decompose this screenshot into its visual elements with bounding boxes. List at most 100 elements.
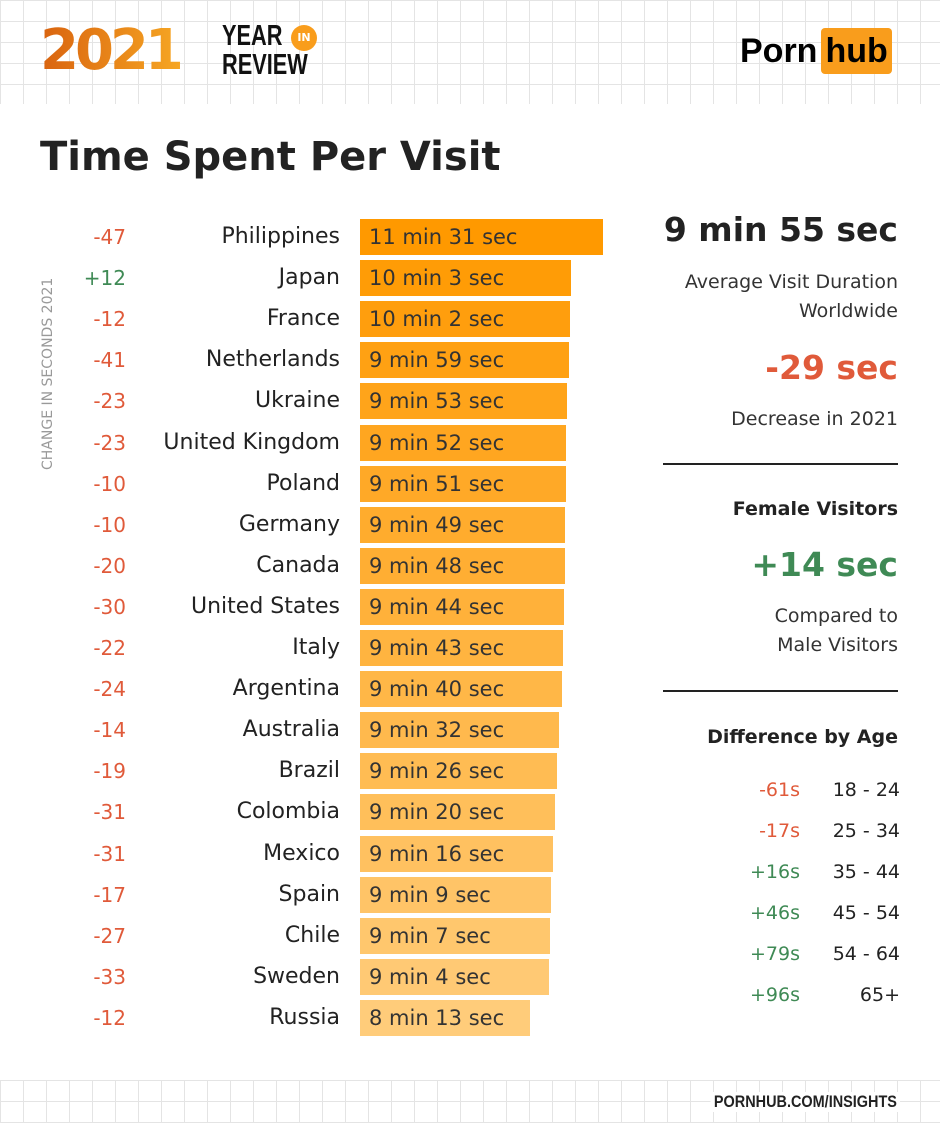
change-label: -12	[93, 307, 126, 332]
bar-value-label: 11 min 31 sec	[369, 225, 518, 249]
female-label: Compared to Male Visitors	[774, 605, 898, 656]
age-title: Difference by Age	[707, 726, 898, 748]
country-label: Australia	[242, 717, 340, 743]
change-label: -10	[93, 512, 126, 537]
change-label: -31	[93, 841, 126, 866]
country-label: Mexico	[263, 840, 340, 866]
country-label: Netherlands	[205, 347, 340, 373]
country-label: United Kingdom	[163, 429, 340, 455]
age-row: -61s 18 - 24	[660, 779, 900, 803]
country-label: Russia	[269, 1004, 340, 1030]
bar: 9 min 51 sec	[360, 465, 567, 502]
bar-value-label: 10 min 2 sec	[369, 307, 505, 332]
age-range: 35 - 44	[832, 861, 900, 883]
bar-value-label: 9 min 26 sec	[369, 759, 505, 784]
bar-row: -19 Brazil 9 min 26 sec	[0, 753, 620, 790]
bar-value-label: 9 min 51 sec	[369, 471, 505, 496]
bar-value-label: 9 min 16 sec	[369, 841, 505, 866]
change-label: -12	[93, 1005, 126, 1030]
country-label: Philippines	[221, 224, 340, 249]
change-label: -24	[93, 677, 126, 702]
change-label: -14	[93, 718, 126, 743]
change-label: -23	[93, 389, 126, 414]
country-label: Brazil	[278, 758, 340, 784]
bar: 9 min 4 sec	[360, 958, 549, 995]
bar-value-label: 9 min 52 sec	[369, 430, 505, 455]
bar-row: -30 United States 9 min 44 sec	[0, 588, 620, 626]
age-range: 45 - 54	[832, 902, 900, 924]
bar-row: -24 Argentina 9 min 40 sec	[0, 671, 620, 708]
country-label: Sweden	[253, 963, 340, 989]
age-row: +79s 54 - 64	[660, 943, 900, 967]
chart-title: Time Spent Per Visit	[40, 134, 501, 180]
country-label: Spain	[278, 881, 340, 907]
age-range: 65+	[859, 984, 900, 1006]
bar: 9 min 16 sec	[360, 835, 554, 872]
country-label: Japan	[278, 265, 340, 291]
age-range: 25 - 34	[832, 820, 900, 842]
bar-value-label: 9 min 44 sec	[369, 594, 505, 619]
country-label: Italy	[292, 635, 340, 660]
age-diff: +96s	[750, 984, 800, 1006]
age-row: -17s 25 - 34	[660, 820, 900, 844]
bar: 9 min 48 sec	[360, 547, 565, 584]
year-logo: 2021	[40, 18, 184, 83]
bar-row: -14 Australia 9 min 32 sec	[0, 712, 620, 749]
change-label: -10	[93, 471, 126, 496]
change-label: +12	[83, 266, 126, 291]
female-value: +14 sec	[751, 545, 898, 584]
change-label: -33	[93, 964, 126, 989]
in-badge: IN	[291, 25, 317, 51]
bar-row: +12 Japan 10 min 3 sec	[0, 260, 620, 297]
bar: 9 min 52 sec	[360, 424, 567, 461]
age-row: +16s 35 - 44	[660, 861, 900, 885]
bar: 9 min 49 sec	[360, 506, 566, 543]
bar: 10 min 2 sec	[360, 301, 571, 338]
bar-row: -22 Italy 9 min 43 sec	[0, 630, 620, 667]
bar-value-label: 9 min 53 sec	[369, 389, 505, 414]
country-label: Chile	[284, 922, 340, 948]
age-range: 18 - 24	[832, 779, 900, 801]
change-label: -20	[93, 553, 126, 578]
bar-row: -31 Colombia 9 min 20 sec	[0, 794, 620, 831]
brand-logo[interactable]: Porn hub	[740, 28, 892, 74]
change-label: -47	[93, 225, 126, 249]
bar-row: -12 France 10 min 2 sec	[0, 301, 620, 338]
bar-row: -27 Chile 9 min 7 sec	[0, 917, 620, 955]
change-label: -30	[93, 594, 126, 619]
change-label: -22	[93, 636, 126, 660]
insights-link[interactable]: PORNHUB.COM/INSIGHTS	[710, 1092, 900, 1112]
bar-row: -31 Mexico 9 min 16 sec	[0, 835, 620, 873]
country-label: France	[266, 306, 340, 332]
country-label: Germany	[238, 511, 340, 537]
bar-row: -12 Russia 8 min 13 sec	[0, 999, 620, 1037]
bar: 9 min 32 sec	[360, 712, 560, 749]
country-label: Colombia	[236, 799, 340, 825]
age-diff: +16s	[750, 861, 800, 883]
bar-value-label: 8 min 13 sec	[369, 1005, 505, 1030]
country-label: United States	[191, 593, 340, 619]
bar: 9 min 44 sec	[360, 588, 564, 625]
bar-value-label: 9 min 40 sec	[369, 677, 505, 702]
year-in-review-logo: YEAR REVIEW	[222, 20, 308, 81]
header-grid-background	[0, 0, 940, 104]
bar-value-label: 10 min 3 sec	[369, 266, 505, 291]
bar: 9 min 43 sec	[360, 630, 564, 666]
bar-row: -10 Germany 9 min 49 sec	[0, 506, 620, 544]
average-label: Average Visit Duration Worldwide	[684, 271, 898, 322]
age-diff: +79s	[750, 943, 800, 965]
bar: 10 min 3 sec	[360, 260, 571, 297]
female-title: Female Visitors	[732, 498, 898, 520]
bar: 9 min 26 sec	[360, 753, 557, 790]
bar: 8 min 13 sec	[360, 999, 530, 1036]
bar-row: -23 United Kingdom 9 min 52 sec	[0, 424, 620, 462]
age-diff: +46s	[750, 902, 800, 924]
age-row: +46s 45 - 54	[660, 902, 900, 926]
bar: 9 min 53 sec	[360, 383, 567, 420]
country-label: Ukraine	[255, 388, 340, 414]
bar-value-label: 9 min 20 sec	[369, 800, 505, 825]
country-label: Poland	[266, 470, 340, 496]
bar-value-label: 9 min 43 sec	[369, 636, 505, 660]
age-range: 54 - 64	[832, 943, 900, 965]
bar: 9 min 20 sec	[360, 794, 555, 831]
